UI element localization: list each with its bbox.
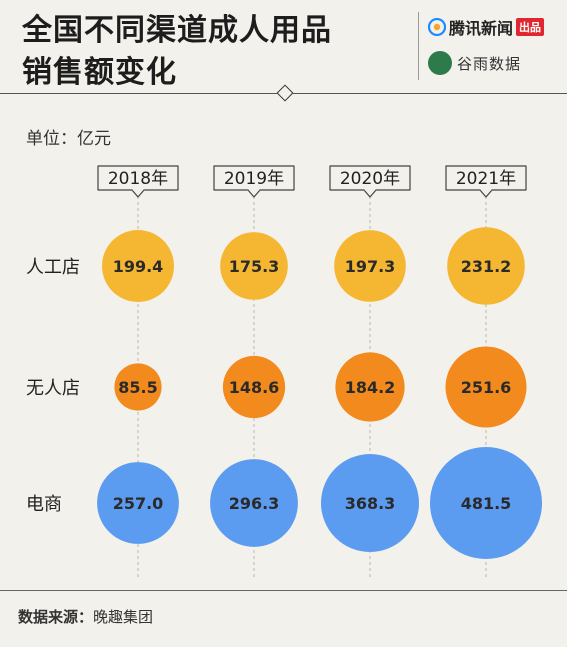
title-line-2: 销售额变化 bbox=[22, 55, 177, 90]
data-label-2-2: 368.3 bbox=[345, 494, 396, 513]
data-label-0-2: 197.3 bbox=[345, 257, 396, 276]
data-label-1-2: 184.2 bbox=[345, 378, 396, 397]
brand-badge: 出品 bbox=[516, 18, 545, 36]
brand-guyu: 谷雨数据 bbox=[457, 54, 522, 73]
bubble-0-0 bbox=[102, 230, 174, 302]
data-label-2-0: 257.0 bbox=[113, 494, 164, 513]
data-label-1-3: 251.6 bbox=[461, 378, 512, 397]
source-label: 数据来源： bbox=[18, 608, 94, 626]
title-line-1: 全国不同渠道成人用品 bbox=[22, 13, 332, 48]
page-title: 全国不同渠道成人用品 销售额变化 bbox=[22, 10, 382, 94]
tencent-news-logo-icon bbox=[428, 18, 446, 36]
year-label-1: 2019年 bbox=[224, 169, 284, 189]
bubble-1-1 bbox=[222, 355, 286, 419]
data-label-0-0: 199.4 bbox=[113, 257, 164, 276]
row-label-1: 无人店 bbox=[26, 378, 80, 399]
bubble-2-1 bbox=[210, 459, 298, 547]
data-label-2-3: 481.5 bbox=[461, 494, 512, 513]
bubble-0-2 bbox=[334, 230, 406, 302]
year-label-0: 2018年 bbox=[108, 169, 168, 189]
bubble-1-0 bbox=[114, 363, 162, 411]
brand-tencent-news: 腾讯新闻 bbox=[449, 19, 514, 38]
year-tag-0 bbox=[97, 165, 179, 198]
data-label-0-3: 231.2 bbox=[461, 257, 512, 276]
data-label-1-0: 85.5 bbox=[118, 378, 157, 397]
bubble-2-3 bbox=[430, 447, 542, 559]
year-tag-2 bbox=[329, 165, 411, 198]
brand-block: 腾讯新闻 出品 谷雨数据 bbox=[428, 12, 563, 92]
year-tag-3 bbox=[445, 165, 527, 198]
bubble-0-1 bbox=[220, 232, 288, 300]
row-label-2: 电商 bbox=[26, 494, 62, 515]
data-label-0-1: 175.3 bbox=[229, 257, 280, 276]
footer-rule bbox=[0, 590, 567, 591]
bubble-1-2 bbox=[335, 352, 405, 422]
data-source: 数据来源：晚趣集团 bbox=[18, 606, 153, 627]
bubble-2-2 bbox=[321, 454, 419, 552]
year-label-3: 2021年 bbox=[456, 169, 516, 189]
brand-divider bbox=[418, 12, 419, 80]
bubble-2-0 bbox=[97, 462, 179, 544]
year-label-2: 2020年 bbox=[340, 169, 400, 189]
bubble-1-3 bbox=[445, 346, 527, 428]
bubble-0-3 bbox=[447, 227, 525, 305]
source-value: 晚趣集团 bbox=[93, 608, 154, 626]
guyu-logo-icon bbox=[428, 51, 452, 75]
data-label-1-1: 148.6 bbox=[229, 378, 280, 397]
row-label-0: 人工店 bbox=[26, 257, 80, 278]
data-label-2-1: 296.3 bbox=[229, 494, 280, 513]
year-tag-1 bbox=[213, 165, 295, 198]
unit-label: 单位：亿元 bbox=[26, 129, 111, 149]
